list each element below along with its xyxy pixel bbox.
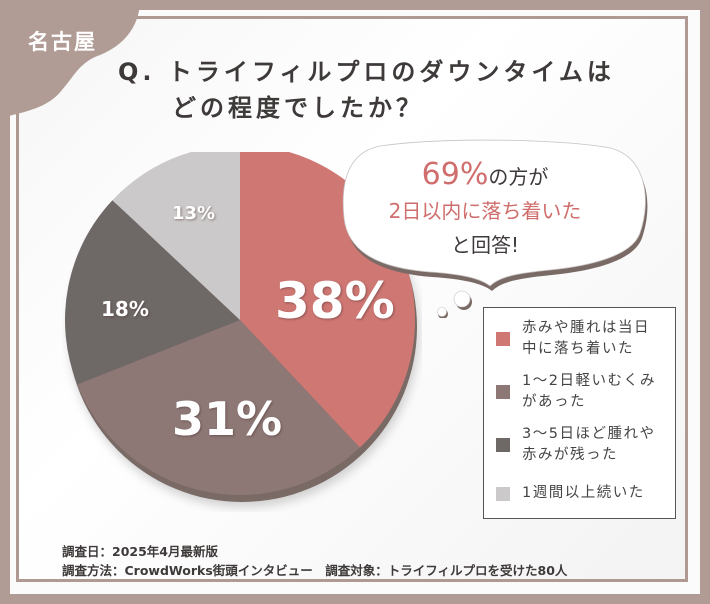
title-line-2: どの程度でしたか？	[172, 94, 424, 122]
legend-swatch-light	[496, 486, 510, 501]
slice-label-18: 18%	[101, 297, 149, 321]
callout-line1: の方が	[488, 165, 549, 189]
chart-legend: 赤みや腫れは当日 中に落ち着いた 1〜2日軽いむくみ があった 3〜5日ほど腫れや赤…	[483, 307, 676, 519]
callout-text: 69%の方が 2日以内に落ち着いた と回答!	[350, 158, 620, 262]
legend-label: 赤みや腫れは当日	[522, 320, 650, 336]
legend-label: 赤みが残った	[522, 447, 618, 463]
legend-label: 3〜5日ほど腫れや	[522, 426, 656, 442]
slice-18	[65, 200, 240, 385]
slice-31	[77, 320, 360, 496]
callout-line3: と回答!	[450, 233, 520, 257]
legend-label: 1週間以上続いた	[522, 485, 645, 501]
legend-swatch-red	[496, 332, 510, 346]
speech-bubble	[342, 139, 648, 318]
legend-item: 1週間以上続いた	[496, 483, 645, 504]
slice-13	[112, 152, 240, 320]
legend-label: があった	[522, 394, 586, 410]
legend-swatch-mauve	[496, 385, 510, 399]
legend-item: 1〜2日軽いむくみ があった	[496, 371, 656, 413]
slice-label-38: 38%	[275, 272, 395, 330]
callout-percent: 69%	[421, 157, 489, 192]
survey-method: 調査方法：CrowdWorks街頭インタビュー 調査対象：トライフィルプロを受け…	[62, 563, 568, 578]
callout-line2: 2日以内に落ち着いた	[388, 199, 582, 223]
title-line-1: Q. トライフィルプロのダウンタイムは	[118, 58, 615, 86]
survey-date: 調査日：2025年4月最新版	[62, 544, 218, 559]
legend-label: 1〜2日軽いむくみ	[522, 373, 657, 389]
slice-label-13: 13%	[172, 203, 216, 224]
region-badge: 名古屋	[28, 30, 97, 54]
legend-item: 赤みや腫れは当日 中に落ち着いた	[496, 318, 650, 360]
legend-swatch-gray	[496, 438, 510, 452]
region-badge-shape	[0, 0, 140, 118]
slice-label-31: 31%	[172, 392, 283, 446]
question-title: Q. トライフィルプロのダウンタイムは どの程度でしたか？	[118, 54, 615, 126]
legend-label: 中に落ち着いた	[522, 341, 634, 357]
legend-item: 3〜5日ほど腫れや 赤みが残った	[496, 424, 655, 466]
